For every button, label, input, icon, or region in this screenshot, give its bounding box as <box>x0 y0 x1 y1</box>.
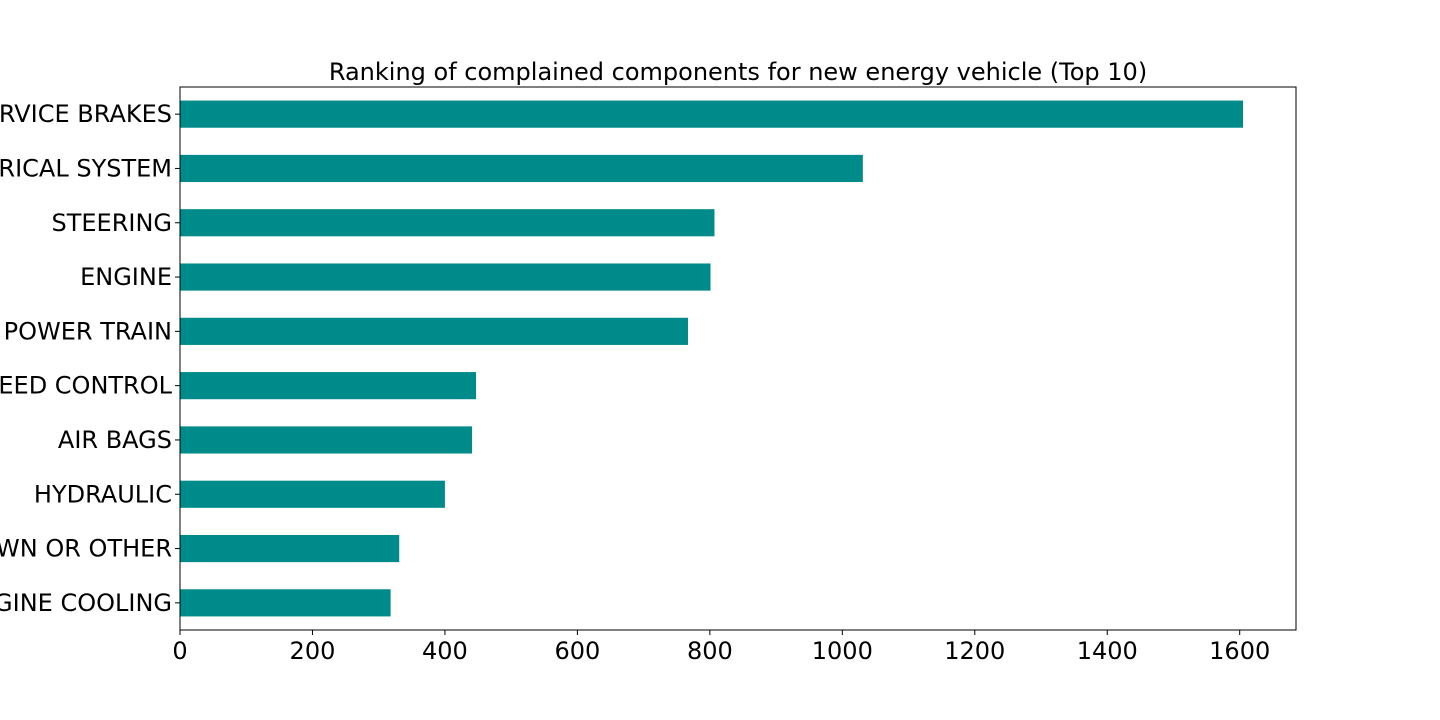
y-tick-label: AIR BAGS <box>58 426 172 454</box>
bar <box>180 263 711 291</box>
bar <box>180 372 477 400</box>
y-tick-label: EED CONTROL <box>0 372 173 400</box>
chart-title: Ranking of complained components for new… <box>329 58 1147 86</box>
bar <box>180 100 1244 128</box>
x-tick-label: 800 <box>687 637 733 665</box>
x-tick-label: 600 <box>554 637 600 665</box>
y-tick-label: HYDRAULIC <box>34 480 172 508</box>
y-tick-label: ENGINE <box>80 263 172 291</box>
y-tick-label: RICAL SYSTEM <box>0 154 172 182</box>
x-tick-label: 1400 <box>1077 637 1138 665</box>
x-tick-label: 400 <box>422 637 468 665</box>
bar <box>180 534 400 563</box>
y-axis: RVICE BRAKES RICAL SYSTEM STEERING ENGINE PO… <box>0 100 180 617</box>
x-tick-label: 1600 <box>1209 637 1270 665</box>
y-tick-label: GINE COOLING <box>0 589 172 617</box>
bar <box>180 589 391 617</box>
x-tick-label: 0 <box>172 637 187 665</box>
y-tick-label: WN OR OTHER <box>0 535 172 563</box>
bar <box>180 154 863 183</box>
bar <box>180 480 445 508</box>
y-tick-label: RVICE BRAKES <box>0 100 172 128</box>
bar <box>180 426 473 454</box>
y-tick-label: STEERING <box>51 209 172 237</box>
x-tick-label: 1000 <box>812 637 873 665</box>
bars-layer <box>180 100 1244 617</box>
x-tick-label: 200 <box>290 637 336 665</box>
x-tick-label: 1200 <box>944 637 1005 665</box>
y-tick-label: POWER TRAIN <box>4 317 172 345</box>
plot-frame <box>179 86 1297 631</box>
bar <box>180 317 688 345</box>
bar <box>180 209 715 237</box>
x-axis: 0 200 400 600 800 1000 1200 1400 1600 <box>172 630 1270 665</box>
